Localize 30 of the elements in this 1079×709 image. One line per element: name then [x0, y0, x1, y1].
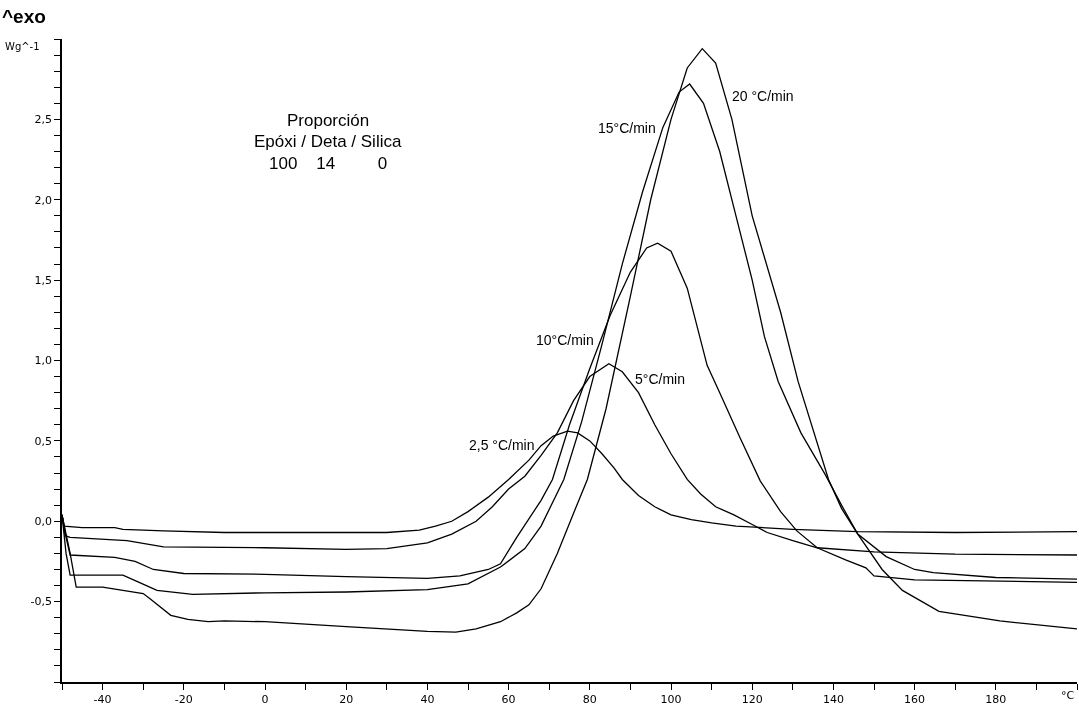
x-tick-label: 180	[985, 692, 1007, 706]
series-label: 15°C/min	[598, 120, 656, 136]
series-label: 2,5 °C/min	[469, 437, 535, 453]
series-label: 20 °C/min	[732, 88, 794, 104]
y-tick-label: 1,5	[34, 273, 53, 287]
x-tick-label: 140	[822, 692, 844, 706]
x-tick-label: 40	[420, 692, 435, 706]
x-tick-label: -20	[174, 692, 193, 706]
x-tick-label: 160	[904, 692, 926, 706]
y-tick-label: 2,5	[34, 113, 53, 127]
series-label: 10°C/min	[536, 332, 594, 348]
chart-title: ^exo	[2, 6, 46, 27]
y-tick-label: -0,5	[30, 595, 53, 609]
x-axis-title: °C	[1061, 689, 1075, 702]
annotation: Epóxi / Deta / Silica	[254, 132, 402, 151]
y-tick-label: 0,0	[34, 515, 53, 529]
x-tick-label: 60	[501, 692, 516, 706]
x-tick-label: 20	[339, 692, 354, 706]
x-tick-label: 80	[582, 692, 597, 706]
series-label: 5°C/min	[635, 371, 685, 387]
y-tick-label: 0,5	[34, 434, 53, 448]
x-tick-label: 100	[660, 692, 682, 706]
y-tick-label: 2,0	[34, 193, 53, 207]
x-tick-label: 0	[261, 692, 269, 706]
y-tick-label: 1,0	[34, 354, 53, 368]
x-tick-label: -40	[93, 692, 112, 706]
y-axis-title: Wg^-1	[5, 41, 40, 52]
annotation: Proporción	[287, 111, 370, 130]
annotation: 100 14 0	[269, 154, 388, 173]
x-tick-label: 120	[741, 692, 763, 706]
